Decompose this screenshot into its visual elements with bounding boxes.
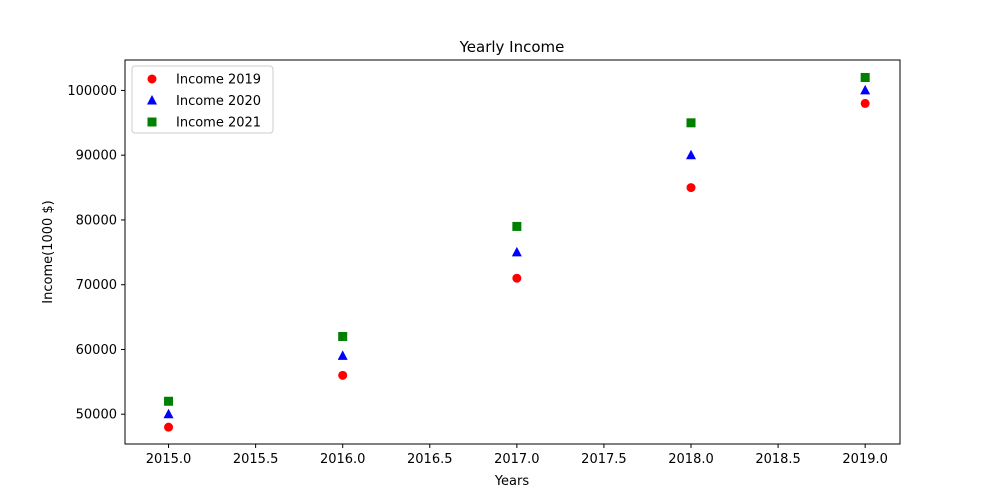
square-data-point: [686, 118, 696, 128]
y-axis-title: Income(1000 $): [41, 200, 56, 303]
circle-data-point: [860, 98, 870, 108]
circle-data-point: [338, 370, 348, 380]
x-tick-label: 2017.5: [581, 452, 627, 467]
triangle-data-point: [686, 149, 697, 160]
y-tick-label: 50000: [76, 408, 117, 423]
y-tick-label: 60000: [76, 343, 117, 358]
triangle-data-point: [860, 84, 871, 95]
legend-label: Income 2021: [176, 116, 261, 131]
triangle-data-point: [337, 350, 348, 360]
x-tick-label: 2016.5: [407, 452, 453, 467]
x-axis-title: Years: [494, 474, 530, 489]
circle-data-point: [686, 183, 696, 193]
circle-data-point: [164, 422, 174, 432]
plot-frame: [124, 59, 901, 445]
legend-label: Income 2020: [176, 94, 261, 109]
y-tick-label: 100000: [67, 84, 117, 99]
chart-title: Yearly Income: [459, 38, 565, 56]
x-tick-label: 2015.5: [233, 452, 279, 467]
y-tick-label: 80000: [76, 213, 117, 228]
square-data-point: [512, 221, 522, 231]
legend-circle-marker: [147, 74, 157, 84]
y-tick-label: 90000: [76, 149, 117, 164]
legend: Income 2019 Income 2020 Income 2021: [131, 65, 274, 134]
y-tick-label: 70000: [76, 278, 117, 293]
x-tick-label: 2018.5: [755, 452, 801, 467]
triangle-data-point: [511, 246, 522, 257]
x-tick-label: 2019.0: [842, 452, 888, 467]
square-data-point: [860, 72, 870, 82]
legend-label: Income 2019: [176, 73, 261, 88]
square-data-point: [164, 396, 174, 406]
x-tick-label: 2015.0: [146, 452, 192, 467]
square-data-point: [338, 332, 348, 342]
triangle-data-point: [163, 408, 174, 419]
x-tick-label: 2016.0: [320, 452, 366, 467]
legend-box: [131, 65, 274, 134]
legend-square-marker: [147, 117, 157, 127]
legend-triangle-marker: [147, 95, 157, 105]
circle-data-point: [512, 273, 522, 283]
x-tick-label: 2018.0: [668, 452, 714, 467]
x-tick-label: 2017.0: [494, 452, 540, 467]
